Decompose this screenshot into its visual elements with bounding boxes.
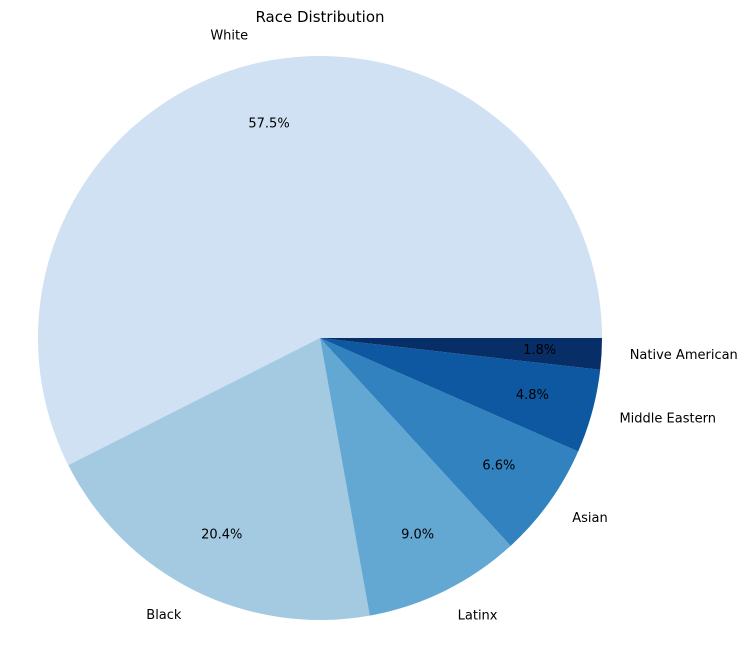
pie-slice-percent-black: 20.4%: [201, 527, 242, 542]
pie-slice-label-black: Black: [146, 608, 182, 623]
pie-slice-label-asian: Asian: [572, 511, 607, 526]
pie-labels: 57.5% White 20.4% Black 9.0% Latinx 6.6% Asian 4…: [146, 29, 738, 624]
pie-slice-middle-eastern: [320, 338, 601, 452]
pie-slice-label-white: White: [210, 29, 248, 44]
pie-slice-latinx: [320, 338, 511, 616]
pie-slice-asian: [320, 338, 579, 546]
pie-slice-percent-native-american: 1.8%: [523, 343, 556, 358]
pie-slice-native-american: [320, 338, 602, 370]
pie-slices: [37, 55, 602, 621]
pie-slice-label-native-american: Native American: [630, 348, 738, 363]
pie-slice-label-latinx: Latinx: [458, 608, 498, 623]
pie-slice-percent-latinx: 9.0%: [401, 528, 434, 543]
pie-slice-white: [37, 55, 602, 466]
pie-slice-label-middle-eastern: Middle Eastern: [619, 411, 715, 426]
pie-slice-percent-white: 57.5%: [248, 117, 289, 132]
pie-slice-percent-middle-eastern: 4.8%: [516, 388, 549, 403]
pie-slice-percent-asian: 6.6%: [482, 459, 515, 474]
pie-slice-black: [68, 338, 370, 621]
chart-title: Race Distribution: [255, 8, 384, 26]
